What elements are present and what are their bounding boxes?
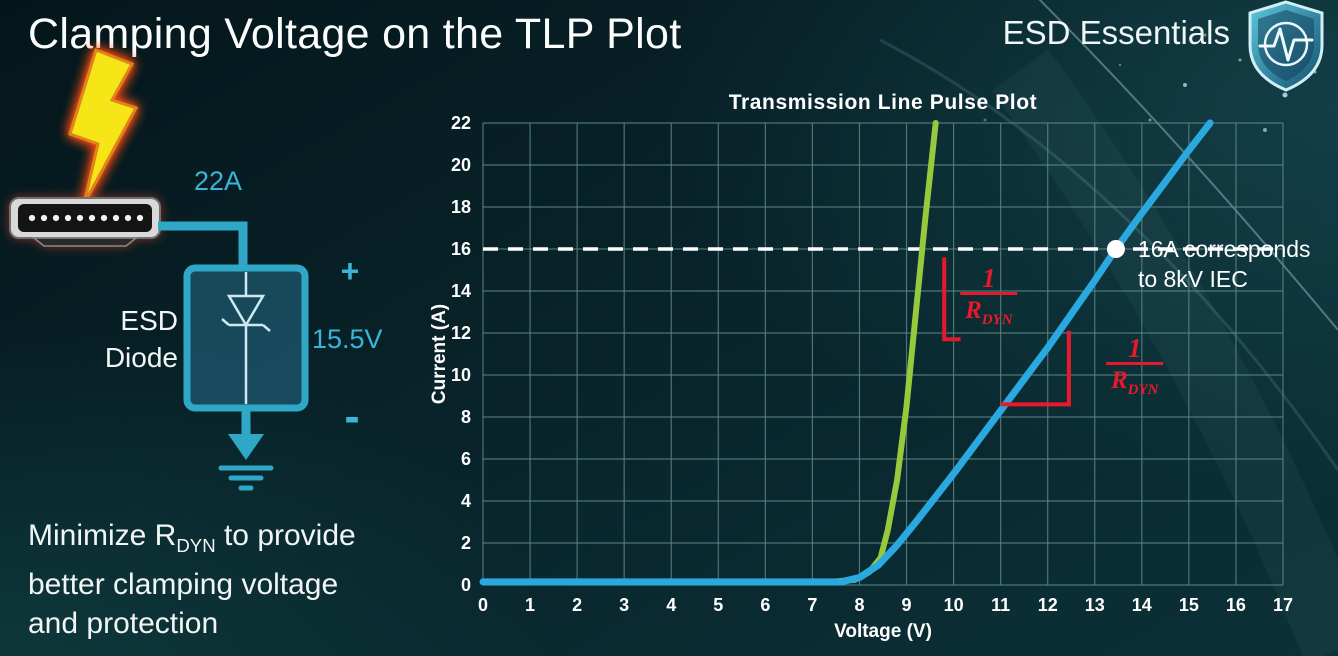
note-line-1: Minimize RDYN to provide xyxy=(28,519,356,556)
ground-icon xyxy=(218,465,274,491)
minus-sign: - xyxy=(344,390,359,442)
x-tick-label: 16 xyxy=(1226,595,1246,615)
y-tick-label: 0 xyxy=(461,575,471,595)
slope-indicator-2 xyxy=(1000,330,1071,407)
y-axis-label: Current (A) xyxy=(430,304,450,404)
tlp-chart: 0 1 2 3 4 5 6 7 8 9 10 11 12 13 14 15 16 17 0 2 4 6 8 10 12 14 16 1… xyxy=(430,85,1338,656)
x-tick-label: 15 xyxy=(1179,595,1199,615)
y-tick-label: 20 xyxy=(451,155,471,175)
y-tick-label: 4 xyxy=(461,491,471,511)
tlp-curve-low-rdyn-diode xyxy=(480,120,939,585)
x-axis-label: Voltage (V) xyxy=(834,621,932,642)
zener-diode-symbol xyxy=(221,272,271,404)
x-tick-label: 6 xyxy=(760,595,770,615)
device-label-line1: ESD xyxy=(120,305,178,336)
x-tick-label: 0 xyxy=(478,595,488,615)
iec-annotation-line2: to 8kV IEC xyxy=(1138,266,1248,292)
surge-current-label: 22A xyxy=(194,166,242,196)
hdmi-connector-icon xyxy=(9,197,161,247)
shield-pulse-icon xyxy=(1248,0,1324,92)
16A-marker-dot xyxy=(1106,240,1125,258)
note-text: Minimize RDYN to provide better clamping… xyxy=(28,516,356,643)
slope-indicator-1 xyxy=(942,257,961,342)
esd-diode-diagram: 22A ESD Diode + 15.5V - xyxy=(9,48,383,491)
y-tick-label: 8 xyxy=(461,407,471,427)
page-title: Clamping Voltage on the TLP Plot xyxy=(28,10,682,58)
arrow-down-icon xyxy=(228,434,264,460)
x-tick-label: 11 xyxy=(991,595,1010,615)
y-tick-label: 6 xyxy=(461,449,471,469)
y-tick-label: 10 xyxy=(451,365,471,385)
rdyn-subscript: DYN xyxy=(176,535,216,556)
x-tick-label: 13 xyxy=(1085,595,1105,615)
clamp-voltage-label: 15.5V xyxy=(312,324,383,354)
tlp-chart-svg: 0 1 2 3 4 5 6 7 8 9 10 11 12 13 14 15 16 1702468101214161… xyxy=(430,91,1311,642)
x-tick-label: 4 xyxy=(666,595,676,615)
tlp-curve-high-rdyn-diode xyxy=(479,119,1214,586)
brand-title: ESD Essentials xyxy=(1002,14,1230,51)
rdyn-fraction-label-2: 1 RDYN xyxy=(1105,334,1164,404)
x-tick-label: 9 xyxy=(902,595,912,615)
y-tick-label: 22 xyxy=(451,113,471,133)
x-tick-label: 8 xyxy=(854,595,864,615)
rdyn-fraction-label-1: 1 RDYN xyxy=(960,264,1018,334)
device-label-line2: Diode xyxy=(105,342,178,373)
surge-wire xyxy=(158,221,248,270)
x-tick-label: 2 xyxy=(572,595,582,615)
y-tick-label: 16 xyxy=(451,239,471,259)
esd-strike-icon xyxy=(68,48,139,205)
x-tick-label: 5 xyxy=(713,595,723,615)
iec-annotation-line1: 16A corresponds xyxy=(1138,236,1311,262)
chart-title: Transmission Line Pulse Plot xyxy=(729,91,1038,114)
y-tick-label: 12 xyxy=(451,323,471,343)
x-tick-label: 3 xyxy=(619,595,629,615)
x-tick-label: 17 xyxy=(1273,595,1293,615)
note-line-3: and protection xyxy=(28,607,219,640)
x-tick-label: 1 xyxy=(525,595,535,615)
x-tick-label: 10 xyxy=(944,595,964,615)
x-tick-label: 7 xyxy=(807,595,817,615)
x-tick-label: 14 xyxy=(1132,595,1152,615)
x-tick-label: 12 xyxy=(1038,595,1058,615)
y-tick-label: 14 xyxy=(451,281,471,301)
y-tick-label: 18 xyxy=(451,197,471,217)
plus-sign: + xyxy=(341,253,360,289)
note-line-2: better clamping voltage xyxy=(28,568,339,601)
y-tick-label: 2 xyxy=(461,533,471,553)
